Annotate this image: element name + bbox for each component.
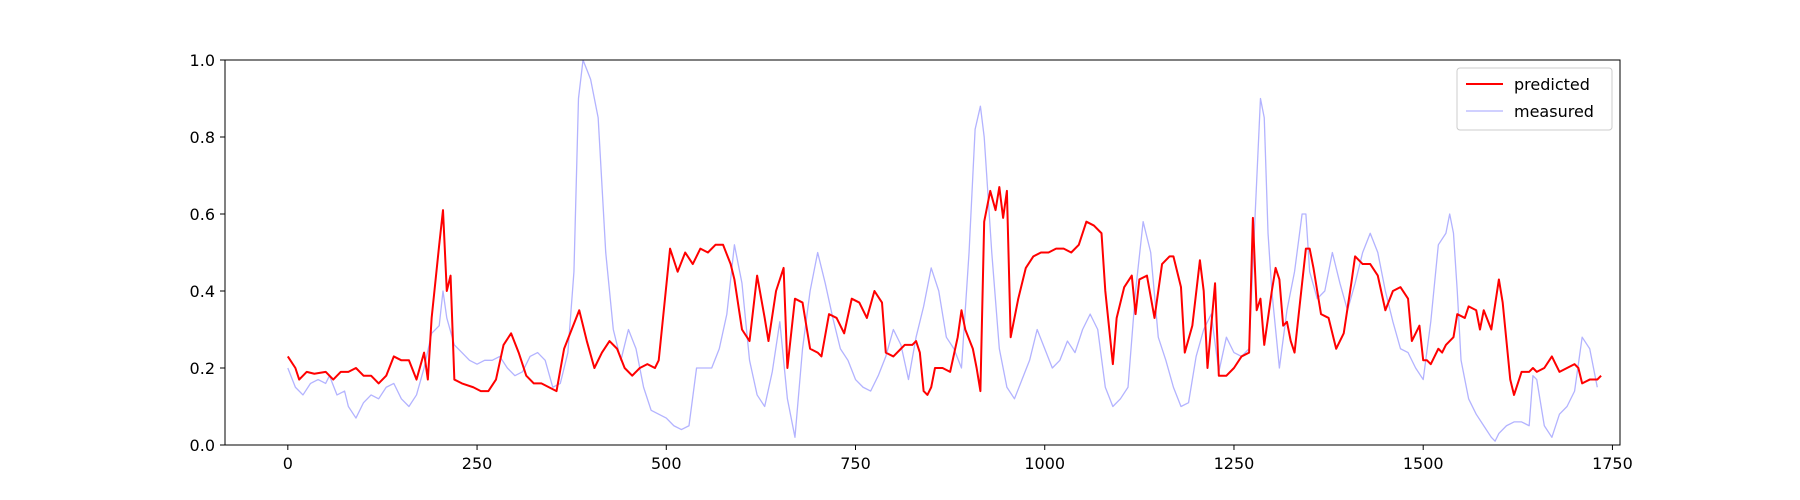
series-line-measured bbox=[287, 60, 1598, 442]
y-tick-label: 0.6 bbox=[190, 205, 215, 224]
legend-label-measured: measured bbox=[1514, 102, 1594, 121]
x-tick-label: 1500 bbox=[1403, 454, 1444, 473]
x-tick-label: 1250 bbox=[1214, 454, 1255, 473]
y-tick-label: 0.4 bbox=[190, 282, 215, 301]
x-axis: 0 250 500 750 1000 1250 1500 1750 bbox=[283, 445, 1633, 473]
plot-lines bbox=[286, 60, 1602, 442]
y-tick-label: 1.0 bbox=[190, 51, 215, 70]
x-tick-label: 750 bbox=[840, 454, 871, 473]
series-line-predicted bbox=[286, 186, 1602, 396]
x-tick-label: 0 bbox=[283, 454, 293, 473]
y-tick-label: 0.0 bbox=[190, 436, 215, 455]
legend-label-predicted: predicted bbox=[1514, 75, 1590, 94]
x-tick-label: 250 bbox=[462, 454, 493, 473]
y-tick-label: 0.8 bbox=[190, 128, 215, 147]
x-tick-label: 1000 bbox=[1024, 454, 1065, 473]
y-tick-label: 0.2 bbox=[190, 359, 215, 378]
plot-frame bbox=[224, 59, 1621, 446]
x-tick-label: 500 bbox=[651, 454, 682, 473]
x-tick-label: 1750 bbox=[1592, 454, 1633, 473]
legend: predicted measured bbox=[1456, 67, 1613, 131]
y-axis: 0.0 0.2 0.4 0.6 0.8 1.0 bbox=[190, 51, 225, 455]
